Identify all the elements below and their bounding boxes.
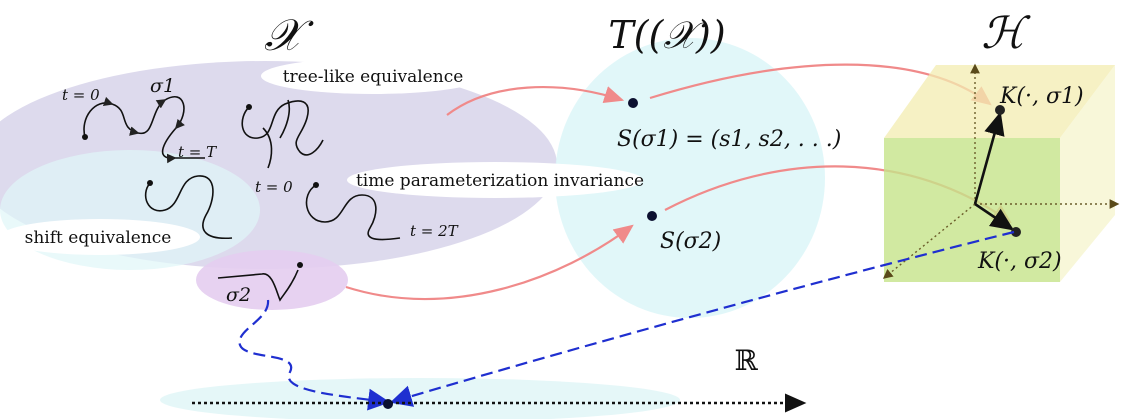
real-line-point bbox=[383, 399, 393, 409]
cube-front-face bbox=[884, 138, 1060, 282]
label-t0-a: t = 0 bbox=[62, 86, 100, 104]
kernel-point-sigma1 bbox=[995, 105, 1005, 115]
tree-like-bubble bbox=[261, 58, 485, 94]
label-t2T: t = 2T bbox=[410, 222, 459, 240]
x-space-title: 𝒳 bbox=[264, 10, 314, 61]
label-t0-b: t = 0 bbox=[255, 178, 293, 196]
label-tT: t = T bbox=[178, 143, 217, 161]
signature-point-sigma2 bbox=[647, 211, 657, 221]
tree-like-start-dot bbox=[246, 104, 252, 110]
time-param-bubble bbox=[347, 162, 643, 198]
label-sigma2: σ2 bbox=[226, 284, 251, 306]
tensor-space-blob bbox=[555, 38, 825, 318]
kernel-point-sigma2 bbox=[1011, 227, 1021, 237]
label-sigma1: σ1 bbox=[150, 75, 175, 97]
hilbert-cube bbox=[882, 63, 1120, 282]
kernel-label-sigma2: K(·, σ2) bbox=[977, 249, 1062, 274]
time-param-start-dot bbox=[313, 182, 319, 188]
path-time-param bbox=[305, 184, 401, 241]
path-shift-a bbox=[144, 175, 233, 240]
signature-label-sigma2: S(σ2) bbox=[660, 229, 721, 254]
sigma2-end-dot bbox=[297, 262, 303, 268]
reals-title: ℝ bbox=[734, 344, 758, 377]
reals-blob bbox=[160, 378, 680, 419]
path-tree-like bbox=[241, 99, 324, 169]
shift-label: shift equivalence bbox=[25, 228, 172, 248]
sigma1-start-dot bbox=[82, 134, 88, 140]
cube-side-face bbox=[1060, 65, 1115, 282]
tree-like-label: tree-like equivalence bbox=[283, 67, 464, 87]
hilbert-space-title: ℋ bbox=[981, 8, 1031, 59]
path-sigma1 bbox=[83, 96, 205, 164]
path-sigma2 bbox=[217, 269, 299, 302]
tensor-space-title: T((𝒳)) bbox=[608, 13, 725, 57]
time-param-label: time parameterization invariance bbox=[356, 171, 644, 191]
kernel-label-sigma1: K(·, σ1) bbox=[999, 84, 1084, 109]
shift-bubble bbox=[0, 219, 200, 255]
cube-top-face bbox=[884, 65, 1115, 138]
signature-label-sigma1: S(σ1) = (s1, s2, . . .) bbox=[617, 127, 841, 152]
signature-point-sigma1 bbox=[628, 98, 638, 108]
blue-dashed-curves bbox=[238, 230, 1015, 411]
shift-a-start-dot bbox=[147, 180, 153, 186]
